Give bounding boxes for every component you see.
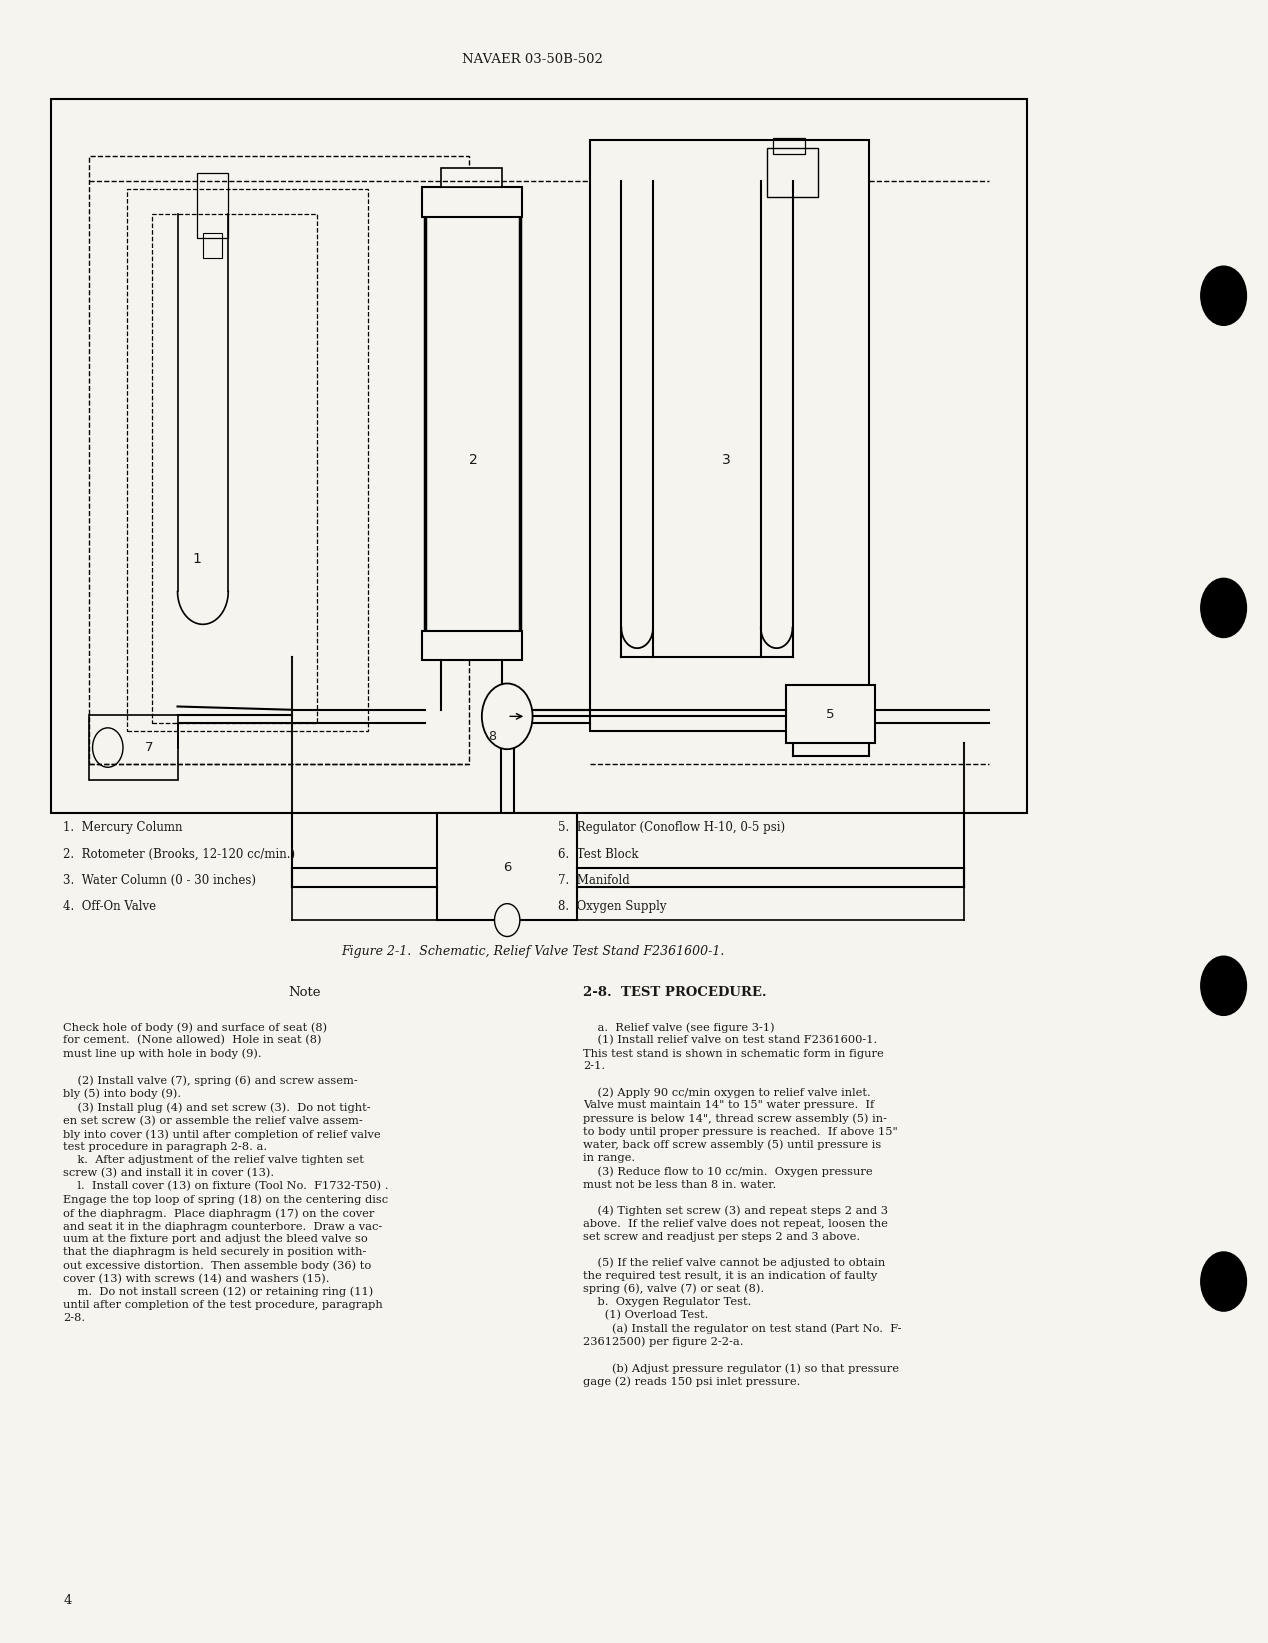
Text: 7: 7 (146, 741, 153, 754)
Bar (422, 631, 522, 660)
Circle shape (1201, 956, 1246, 1015)
Text: Note: Note (288, 986, 321, 999)
Bar (152, 214, 317, 723)
Circle shape (1201, 1252, 1246, 1311)
Bar (51, 99, 1027, 813)
Text: 4.  Off-On Valve: 4. Off-On Valve (63, 900, 156, 914)
Bar (786, 685, 875, 743)
Text: NAVAER 03-50B-502: NAVAER 03-50B-502 (462, 53, 604, 66)
Bar (773, 138, 805, 154)
Bar (127, 189, 368, 731)
Bar (422, 187, 522, 217)
Bar (89, 156, 469, 764)
Circle shape (482, 683, 533, 749)
Text: 5.  Regulator (Conoflow H-10, 0-5 psi): 5. Regulator (Conoflow H-10, 0-5 psi) (558, 822, 785, 835)
Bar (203, 233, 222, 258)
Circle shape (1201, 578, 1246, 637)
Text: 4: 4 (63, 1594, 72, 1607)
Text: 8.  Oxygen Supply: 8. Oxygen Supply (558, 900, 667, 914)
Text: 3: 3 (723, 453, 730, 467)
Text: 1.  Mercury Column: 1. Mercury Column (63, 822, 183, 835)
Bar (590, 140, 869, 731)
Text: 6.  Test Block: 6. Test Block (558, 848, 638, 861)
Bar (437, 813, 577, 920)
Circle shape (495, 904, 520, 937)
Bar (197, 173, 228, 238)
Text: 5: 5 (827, 708, 834, 721)
Text: 8: 8 (488, 729, 496, 743)
Text: 7.  Manifold: 7. Manifold (558, 874, 630, 887)
Text: 6: 6 (503, 861, 511, 874)
Bar (89, 715, 178, 780)
Text: Figure 2-1.  Schematic, Relief Valve Test Stand F2361600-1.: Figure 2-1. Schematic, Relief Valve Test… (341, 945, 724, 958)
Circle shape (1201, 266, 1246, 325)
Bar (767, 148, 818, 197)
Text: 2-8.  TEST PROCEDURE.: 2-8. TEST PROCEDURE. (583, 986, 767, 999)
Text: 3.  Water Column (0 - 30 inches): 3. Water Column (0 - 30 inches) (63, 874, 256, 887)
Text: 2.  Rotometer (Brooks, 12-120 cc/min.): 2. Rotometer (Brooks, 12-120 cc/min.) (63, 848, 295, 861)
Text: Check hole of body (9) and surface of seat (8)
for cement.  (None allowed)  Hole: Check hole of body (9) and surface of se… (63, 1022, 389, 1323)
Text: 1: 1 (193, 552, 200, 565)
Text: a.  Relief valve (see figure 3-1)
    (1) Install relief valve on test stand F23: a. Relief valve (see figure 3-1) (1) Ins… (583, 1022, 902, 1387)
Bar (441, 168, 502, 187)
Bar (425, 205, 520, 657)
Text: 2: 2 (469, 453, 477, 467)
